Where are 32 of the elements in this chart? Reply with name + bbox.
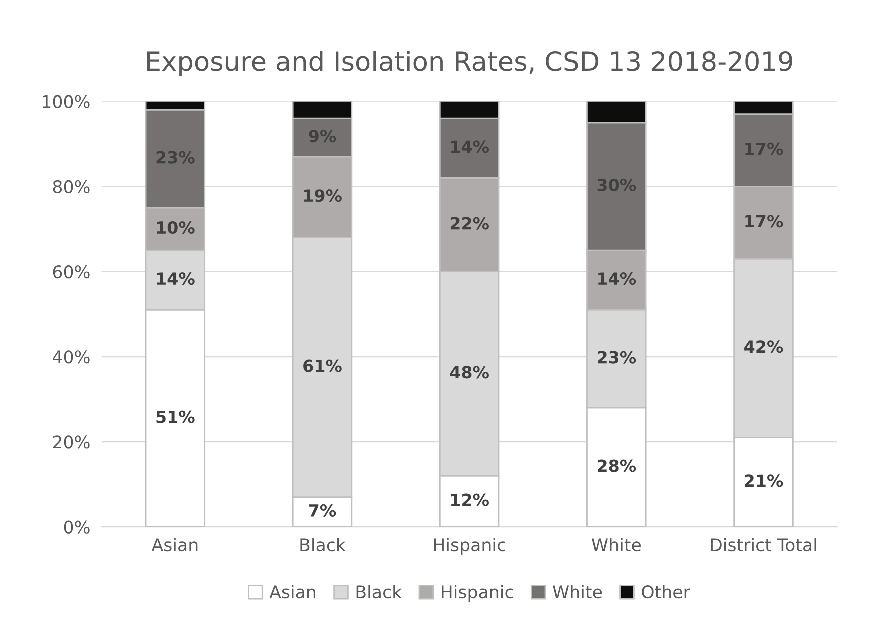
legend-label: Black: [356, 585, 402, 599]
data-label: 51%: [156, 410, 195, 424]
data-label: 28%: [598, 460, 636, 472]
legend-label: Other: [642, 585, 690, 599]
data-label: 61%: [304, 360, 342, 372]
y-tick-label: 0%: [64, 520, 90, 534]
data-label: 12%: [452, 494, 489, 506]
x-tick-label: Asian: [152, 538, 198, 552]
x-tick-label: White: [592, 538, 641, 552]
data-label: 10%: [157, 221, 195, 234]
data-label: 21%: [745, 474, 784, 488]
y-tick-label: 20%: [53, 436, 90, 449]
chart-title: Exposure and Isolation Rates, CSD 13 2018-2019: [147, 50, 792, 77]
y-tick-label: 80%: [53, 180, 90, 194]
y-tick-label: 40%: [53, 350, 90, 364]
data-label: 23%: [598, 351, 636, 364]
legend-label: Asian: [270, 585, 316, 599]
legend-label: White: [553, 585, 602, 599]
data-label: 17%: [746, 215, 784, 228]
y-tick-label: 60%: [53, 265, 90, 279]
y-tick-label: 100%: [43, 95, 90, 108]
x-tick-label: Hispanic: [434, 538, 506, 555]
data-label: 22%: [450, 217, 489, 230]
legend-label: Hispanic: [442, 585, 514, 602]
x-tick-label: Black: [300, 538, 346, 552]
data-label: 7%: [309, 504, 336, 517]
data-label: 42%: [744, 340, 784, 354]
data-label: 14%: [157, 272, 195, 286]
data-label: 14%: [598, 272, 636, 286]
x-tick-label: District Total: [711, 538, 816, 552]
data-label: 48%: [450, 366, 489, 379]
data-label: 19%: [304, 190, 342, 202]
